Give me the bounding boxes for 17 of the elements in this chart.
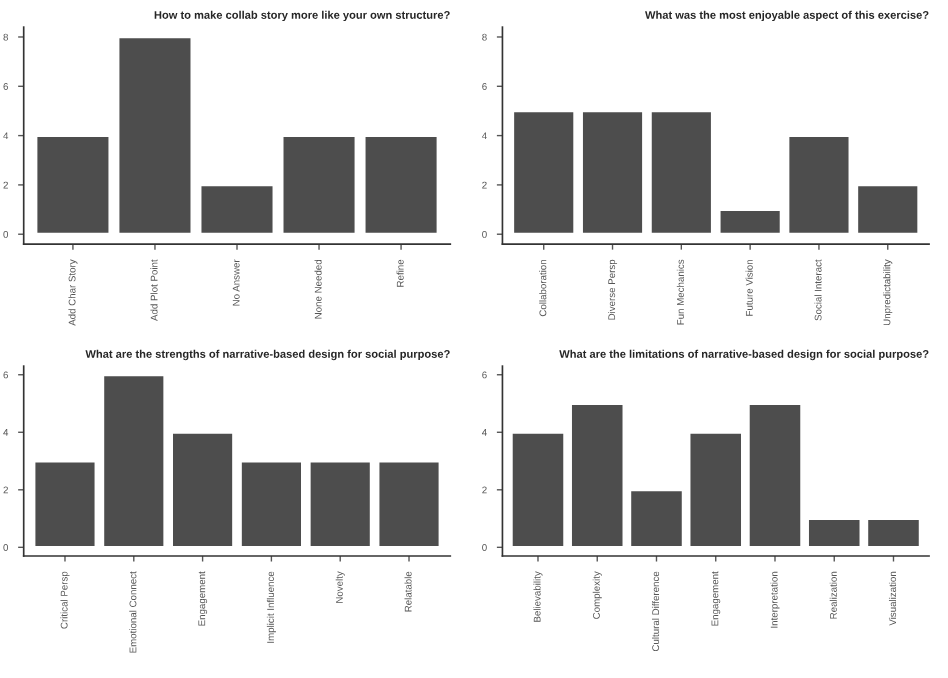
bar [786,134,852,236]
bar [116,35,194,236]
bar [34,134,112,236]
bar [376,459,442,549]
bar [307,459,373,549]
bar [362,134,440,236]
bar [511,109,577,236]
bar [580,109,645,236]
bar [239,459,304,549]
bar [280,134,358,236]
bar [717,208,783,236]
bar [101,373,167,549]
bar [198,183,276,236]
bar [648,109,714,236]
bar [32,459,98,549]
bar [855,183,921,236]
bar [170,430,235,549]
